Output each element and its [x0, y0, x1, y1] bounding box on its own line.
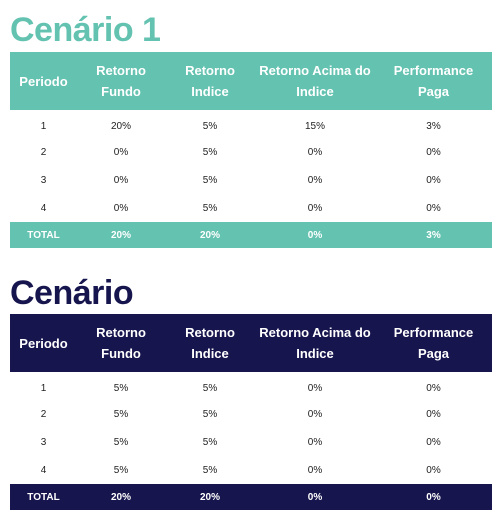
total-retorno-fundo: 20% [110, 229, 131, 241]
scenario-title: Cenário [10, 274, 134, 312]
header-retorno-acima: Retorno Acima do Indice [259, 325, 371, 361]
cell-retorno-fundo: 0% [113, 146, 129, 158]
cell-periodo: 1 [40, 120, 47, 132]
cell-periodo: 3 [40, 174, 47, 186]
cell-retorno-fundo: 0% [113, 174, 129, 186]
header-retorno-indice: Retorno Indice [185, 63, 235, 99]
cell-retorno-acima: 0% [307, 174, 323, 186]
cell-retorno-acima: 0% [307, 408, 323, 420]
cell-retorno-acima: 15% [304, 120, 325, 132]
cell-periodo: 1 [40, 382, 47, 394]
cell-retorno-indice: 5% [202, 464, 218, 476]
total-retorno-acima: 0% [307, 491, 323, 503]
scenario-table: Periodo Retorno Fundo Retorno Indice Ret… [10, 314, 492, 510]
cell-retorno-indice: 5% [202, 174, 218, 186]
cell-periodo: 4 [40, 202, 47, 214]
cell-performance-paga: 0% [426, 146, 441, 158]
cell-periodo: 2 [40, 146, 47, 158]
total-retorno-indice: 20% [199, 229, 220, 241]
table-header: Periodo Retorno Fundo Retorno Indice Ret… [10, 52, 492, 110]
cell-performance-paga: 0% [426, 382, 441, 394]
total-retorno-fundo: 20% [110, 491, 131, 503]
table-row: 2 5% 5% 0% 0% [10, 400, 492, 428]
total-label: TOTAL [27, 229, 60, 241]
header-performance-paga: Performance Paga [393, 325, 474, 361]
cell-retorno-indice: 5% [202, 436, 218, 448]
header-performance-paga: Performance Paga [393, 63, 474, 99]
cell-performance-paga: 0% [426, 202, 441, 214]
table-row: 1 20% 5% 15% 3% [10, 110, 492, 138]
cell-retorno-indice: 5% [202, 146, 218, 158]
header-retorno-fundo: Retorno Fundo [96, 63, 146, 99]
cell-retorno-fundo: 5% [113, 464, 129, 476]
total-row: TOTAL 20% 20% 0% 3% [10, 222, 492, 248]
cell-retorno-indice: 5% [202, 382, 218, 394]
header-retorno-acima: Retorno Acima do Indice [259, 63, 371, 99]
cell-performance-paga: 0% [426, 408, 441, 420]
scenario-title: Cenário 1 [10, 11, 161, 49]
total-performance-paga: 3% [426, 229, 441, 241]
cell-retorno-fundo: 5% [113, 408, 129, 420]
cell-retorno-acima: 0% [307, 464, 323, 476]
cell-retorno-fundo: 20% [110, 120, 131, 132]
cell-retorno-indice: 5% [202, 120, 218, 132]
cell-retorno-indice: 5% [202, 202, 218, 214]
cell-retorno-acima: 0% [307, 382, 323, 394]
header-retorno-indice: Retorno Indice [185, 325, 235, 361]
total-row: TOTAL 20% 20% 0% 0% [10, 484, 492, 510]
cell-retorno-fundo: 0% [113, 202, 129, 214]
cell-retorno-fundo: 5% [113, 436, 129, 448]
table-row: 1 5% 5% 0% 0% [10, 372, 492, 400]
cell-performance-paga: 0% [426, 174, 441, 186]
header-retorno-fundo: Retorno Fundo [96, 325, 146, 361]
cell-retorno-indice: 5% [202, 408, 218, 420]
table-row: 2 0% 5% 0% 0% [10, 138, 492, 166]
table-row: 3 5% 5% 0% 0% [10, 428, 492, 456]
cell-retorno-acima: 0% [307, 146, 323, 158]
total-label: TOTAL [27, 491, 60, 503]
cell-retorno-acima: 0% [307, 202, 323, 214]
table-row: 3 0% 5% 0% 0% [10, 166, 492, 194]
table-header: Periodo Retorno Fundo Retorno Indice Ret… [10, 314, 492, 372]
cell-periodo: 3 [40, 436, 47, 448]
table-row: 4 5% 5% 0% 0% [10, 456, 492, 484]
total-retorno-indice: 20% [199, 491, 220, 503]
cell-periodo: 4 [40, 464, 47, 476]
total-performance-paga: 0% [426, 491, 441, 503]
cell-periodo: 2 [40, 408, 47, 420]
header-periodo: Periodo [19, 335, 68, 351]
scenario-table: Periodo Retorno Fundo Retorno Indice Ret… [10, 52, 492, 248]
table-row: 4 0% 5% 0% 0% [10, 194, 492, 222]
cell-performance-paga: 3% [426, 120, 441, 132]
cell-performance-paga: 0% [426, 464, 441, 476]
header-periodo: Periodo [19, 73, 68, 89]
cell-retorno-fundo: 5% [113, 382, 129, 394]
total-retorno-acima: 0% [307, 229, 323, 241]
cell-retorno-acima: 0% [307, 436, 323, 448]
cell-performance-paga: 0% [426, 436, 441, 448]
